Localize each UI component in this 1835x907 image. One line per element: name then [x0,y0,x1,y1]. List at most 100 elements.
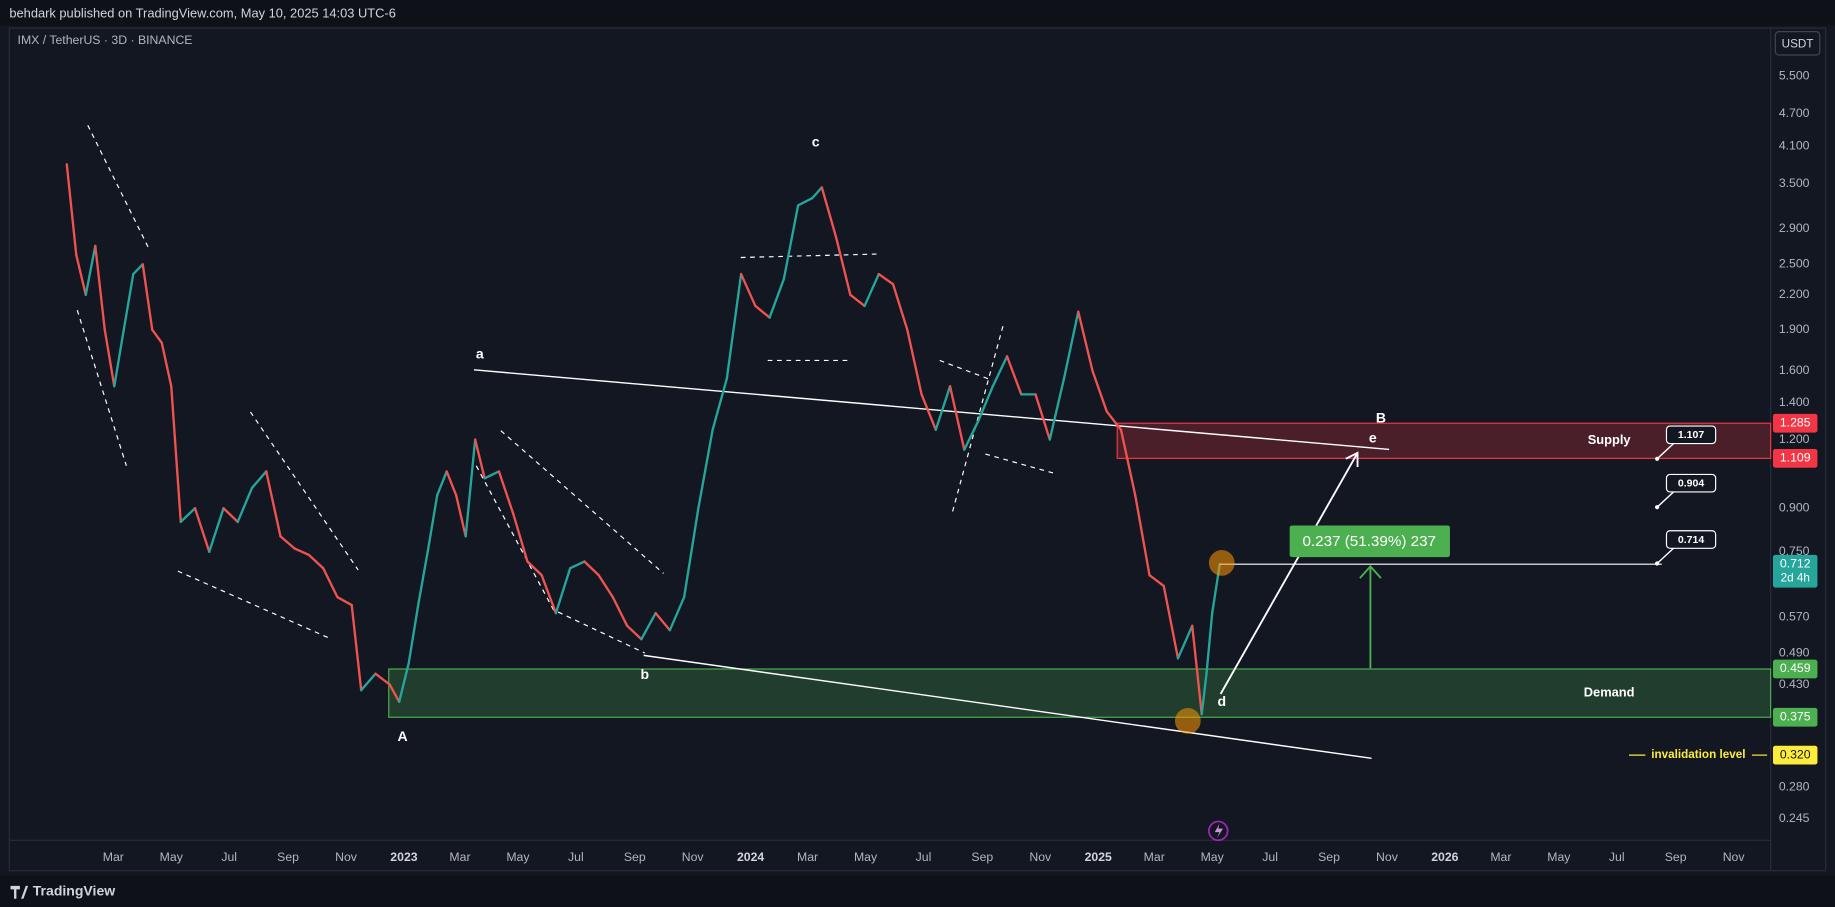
price-segment [1048,377,1066,441]
price-segment [436,470,448,497]
price-segment [464,438,477,538]
events-icon[interactable] [1208,820,1229,842]
wave-label: d [1217,693,1226,709]
price-segment [668,596,686,632]
price-segment [963,419,980,451]
price-segment [132,263,144,276]
price-segment [250,470,268,490]
price-segment [497,470,515,515]
price-segment [863,272,880,308]
price-segment [388,683,401,704]
y-tick-label: 3.500 [1779,176,1810,190]
x-tick-label: Mar [1490,850,1511,864]
price-tag-label: 0.375 [1780,710,1811,724]
price-segment [336,596,353,607]
x-tick-label: Nov [1723,850,1746,864]
x-tick-label: May [1201,850,1225,864]
price-segment [1119,428,1137,497]
header-bar [0,0,1835,26]
target-dot [1655,505,1660,510]
wave-label: b [641,666,650,682]
target-label: 0.904 [1678,478,1704,490]
price-segment [796,196,814,207]
price-tag-label: 0.320 [1780,747,1811,761]
price-segment [426,494,439,553]
price-segment [526,560,543,577]
x-tick-label: Mar [1144,850,1165,864]
price-segment [455,494,467,538]
chart-frame [8,27,1827,872]
price-segment [1191,624,1203,716]
price-segment [1005,355,1023,396]
price-segment [654,611,672,632]
x-tick-label: Jul [1609,850,1625,864]
target-pointer [1656,443,1674,460]
x-tick-label: Jul [1262,850,1278,864]
target-box [1665,473,1717,493]
y-tick-label: 1.400 [1779,395,1810,409]
price-segment [877,272,895,286]
x-tick-label: Nov [682,850,705,864]
y-tick-label: 2.200 [1779,287,1810,301]
price-segment [1105,410,1123,431]
price-tag [1772,745,1818,765]
price-segment [417,550,429,607]
x-tick-label: Nov [1376,850,1399,864]
highlight-circle [1208,550,1235,576]
price-segment [1162,584,1180,660]
wave-label: e [1369,430,1377,446]
dashed-line [557,611,646,654]
x-tick-label: 2023 [390,850,417,864]
price-segment [398,662,410,704]
x-tick-label: Nov [335,850,358,864]
price-segment [222,507,239,524]
price-segment [511,512,529,563]
x-tick-label: Sep [1318,850,1340,864]
trend-line [473,369,1390,451]
y-tick-label: 0.430 [1779,677,1810,691]
wave-label: c [812,133,820,149]
price-segment [160,341,173,388]
dashed-line [500,430,664,574]
currency-button[interactable] [1774,31,1821,56]
price-segment [811,186,824,200]
price-segment [597,573,615,599]
drawings [76,124,1390,760]
x-tick-label: Jul [568,850,584,864]
price-tag-label: 1.109 [1780,451,1811,465]
target-dot [1655,561,1660,566]
zone [388,668,1772,718]
price-tag-label: 0.459 [1780,661,1811,675]
highlight-circle [1174,708,1201,734]
symbol-title: IMX / TetherUS · 3D · BINANCE [18,33,193,47]
x-tick-label: Mar [797,850,818,864]
price-segment [474,438,486,480]
price-segment [554,567,572,615]
target-label: 1.107 [1678,429,1704,441]
y-tick-label: 0.280 [1779,779,1810,793]
price-segment [151,328,163,344]
price-segment [279,535,296,550]
measure-label: 0.237 (51.39%) 237 [1302,533,1436,550]
price-segment [293,547,311,557]
price-segment [141,263,154,332]
price-segment [739,272,757,308]
price-segment [1205,611,1214,675]
price-series [65,163,1662,716]
price-segment [834,236,852,297]
dashed-line [985,453,1057,475]
price-segment [849,293,866,308]
y-tick-label: 1.900 [1779,322,1810,336]
zone-label: Demand [1584,685,1635,700]
price-segment [725,272,743,380]
price-tag [1772,413,1818,433]
x-tick-label: May [1547,850,1571,864]
price-segment [1134,494,1151,577]
price-segment [768,277,786,319]
price-segment [113,328,125,388]
dashed-line [87,124,150,249]
y-tick-label: 0.900 [1779,500,1810,514]
price-segment [322,567,339,599]
price-segment [374,672,391,686]
